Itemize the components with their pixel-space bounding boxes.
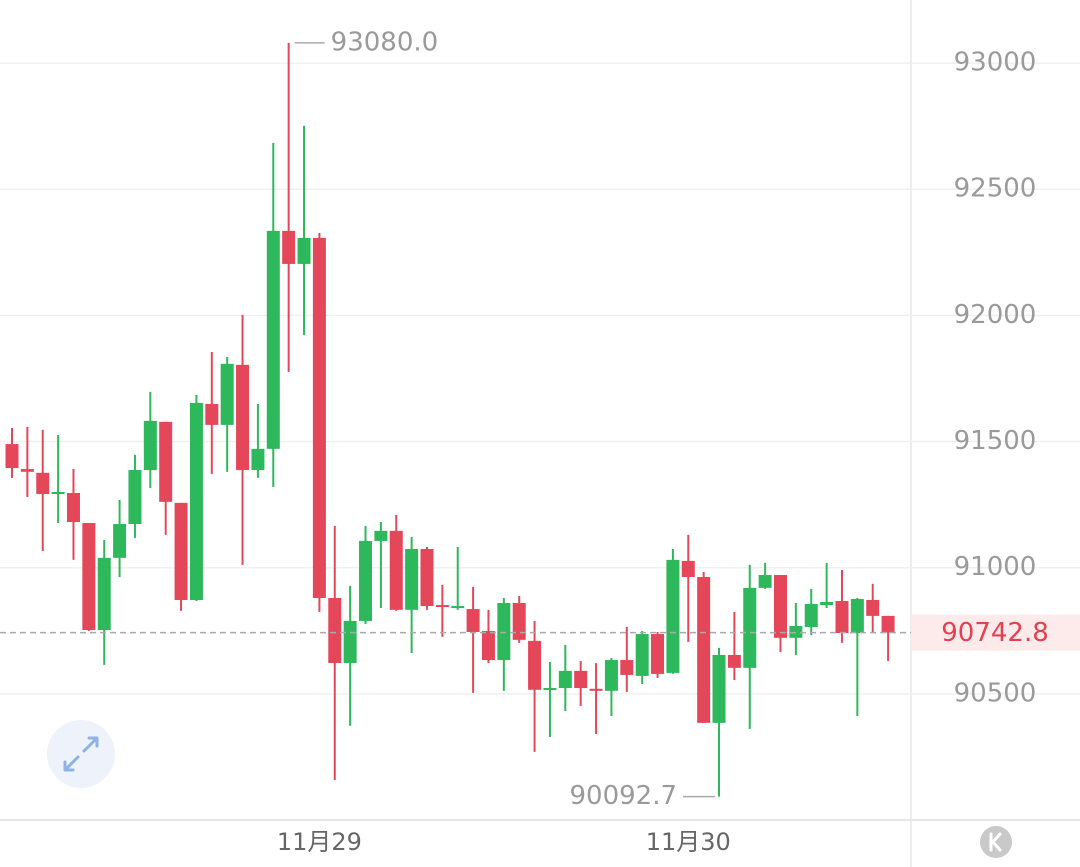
candle-body bbox=[20, 469, 34, 472]
kline-icon[interactable] bbox=[989, 832, 1002, 852]
y-tick-label: 93000 bbox=[954, 48, 1037, 78]
candle-body bbox=[497, 603, 511, 661]
candle-body bbox=[97, 557, 111, 631]
candle-body bbox=[850, 598, 864, 634]
candle-body bbox=[266, 230, 280, 449]
candle-body bbox=[236, 364, 250, 471]
candle-body bbox=[835, 600, 849, 634]
candle-body bbox=[113, 524, 127, 558]
candle-body bbox=[343, 620, 357, 664]
candle-body bbox=[312, 237, 326, 598]
y-tick-label: 90500 bbox=[954, 678, 1037, 708]
max-label: 93080.0 bbox=[331, 27, 439, 57]
candle-body bbox=[604, 660, 618, 691]
candle-body bbox=[589, 688, 603, 691]
candle-body bbox=[389, 530, 403, 610]
candle-body bbox=[758, 575, 772, 588]
kline-button[interactable] bbox=[980, 826, 1012, 858]
candle-body bbox=[774, 575, 787, 638]
candle-body bbox=[635, 634, 649, 676]
candle-body bbox=[743, 587, 757, 668]
candle-body bbox=[466, 609, 480, 633]
candle-body bbox=[174, 502, 188, 600]
candle-body bbox=[405, 549, 419, 610]
candle-body bbox=[420, 549, 434, 607]
y-tick-label: 92000 bbox=[954, 300, 1037, 330]
candle-body bbox=[359, 540, 373, 621]
candle-body bbox=[282, 230, 296, 264]
candle-body bbox=[574, 670, 588, 689]
candle-body bbox=[159, 421, 173, 502]
expand-icon[interactable] bbox=[63, 736, 99, 772]
expand-button[interactable] bbox=[47, 720, 115, 788]
candle-body bbox=[697, 577, 711, 723]
candle-body bbox=[512, 603, 526, 640]
x-tick-label: 11月29 bbox=[277, 828, 362, 856]
x-tick-label: 11月30 bbox=[646, 828, 731, 856]
candle-body bbox=[82, 523, 96, 631]
candle-body bbox=[435, 605, 449, 608]
candle-body bbox=[481, 631, 495, 661]
y-tick-label: 91000 bbox=[954, 552, 1037, 582]
candle-body bbox=[51, 492, 65, 495]
candle-body bbox=[251, 448, 265, 471]
candle-body bbox=[297, 237, 311, 264]
min-label: 90092.7 bbox=[569, 781, 677, 811]
candle-body bbox=[205, 403, 219, 425]
y-tick-label: 91500 bbox=[954, 426, 1037, 456]
kline-button-bg[interactable] bbox=[980, 826, 1012, 858]
candle-body bbox=[528, 640, 542, 690]
y-tick-label: 92500 bbox=[954, 174, 1037, 204]
candle-body bbox=[328, 597, 342, 664]
candle-body bbox=[66, 493, 80, 523]
last-price-box bbox=[912, 614, 1080, 651]
candle-body bbox=[620, 660, 634, 675]
candle-body bbox=[820, 602, 834, 606]
candle-body bbox=[866, 599, 880, 616]
candle-body bbox=[804, 604, 818, 627]
candle-body bbox=[451, 606, 465, 609]
candle-body bbox=[712, 654, 726, 723]
candle-body bbox=[543, 688, 557, 691]
expand-button-bg[interactable] bbox=[47, 720, 115, 788]
candle-body bbox=[128, 470, 142, 525]
candle-body bbox=[220, 363, 234, 425]
candle-body bbox=[881, 615, 895, 633]
candle-body bbox=[558, 670, 572, 689]
candle-body bbox=[651, 634, 665, 674]
candle-body bbox=[727, 654, 741, 668]
last-price-label: 90742.8 bbox=[941, 618, 1049, 648]
candle-body bbox=[374, 530, 388, 541]
candle-body bbox=[143, 420, 157, 471]
candle-body bbox=[189, 402, 203, 600]
candle-body bbox=[681, 560, 695, 578]
candle-body bbox=[666, 559, 680, 673]
candle-body bbox=[36, 472, 50, 495]
candle-body bbox=[5, 444, 19, 469]
